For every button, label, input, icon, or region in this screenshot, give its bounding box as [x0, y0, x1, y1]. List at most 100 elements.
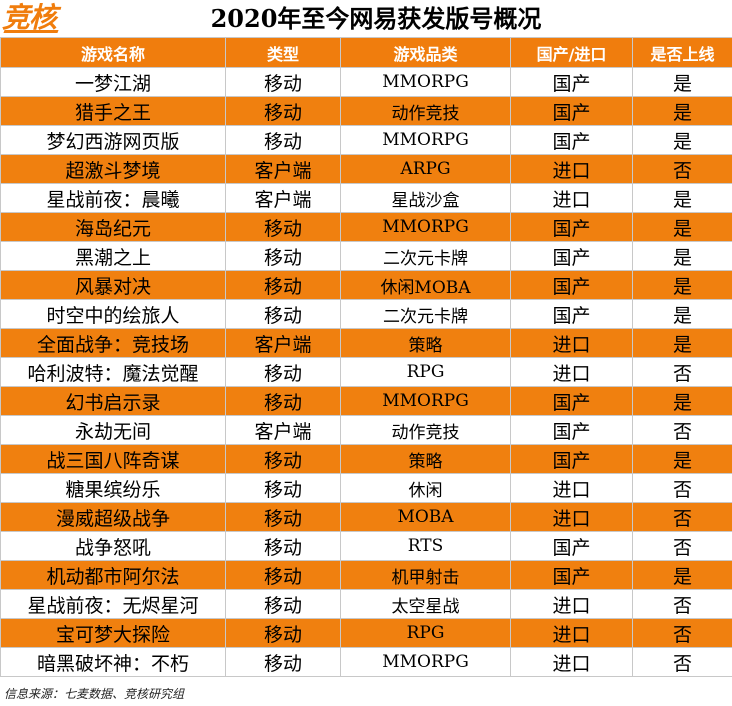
cell-launched: 否 — [632, 589, 732, 619]
cell-category: MOBA — [340, 502, 511, 532]
cell-origin: 国产 — [510, 241, 633, 271]
cell-type: 移动 — [225, 357, 341, 387]
cell-category: 策略 — [340, 328, 511, 358]
cell-type: 移动 — [225, 67, 341, 97]
cell-type: 移动 — [225, 270, 341, 300]
cell-launched: 否 — [632, 357, 732, 387]
cell-origin: 国产 — [510, 531, 633, 561]
cell-type: 移动 — [225, 125, 341, 155]
table-row: 战争怒吼 移动 RTS 国产否 — [0, 531, 732, 561]
table-row: 海岛纪元 移动 MMORPG 国产是 — [0, 212, 732, 242]
table-row: 战三国八阵奇谋 移动 策略 国产是 — [0, 444, 732, 474]
cell-category: 策略 — [340, 444, 511, 474]
cell-origin: 国产 — [510, 212, 633, 242]
cell-type: 移动 — [225, 560, 341, 590]
cell-launched: 是 — [632, 560, 732, 590]
cell-game-name: 宝可梦大探险 — [0, 618, 226, 648]
license-table: 游戏名称 类型 游戏品类 国产/进口 是否上线 一梦江湖 移动 MMORPG 国产是猎手之王移… — [0, 37, 732, 677]
cell-game-name: 糖果缤纷乐 — [0, 473, 226, 503]
cell-category: ARPG — [340, 154, 511, 184]
header-category: 游戏品类 — [340, 37, 511, 68]
cell-category: RTS — [340, 531, 511, 561]
cell-game-name: 全面战争：竞技场 — [0, 328, 226, 358]
cell-launched: 是 — [632, 328, 732, 358]
cell-origin: 进口 — [510, 647, 633, 677]
cell-game-name: 星战前夜：无烬星河 — [0, 589, 226, 619]
header: 竞核 2020年至今网易获发版号概况 — [0, 0, 732, 36]
cell-origin: 进口 — [510, 328, 633, 358]
cell-type: 客户端 — [225, 415, 341, 445]
table-row: 全面战争：竞技场 客户端 策略 进口是 — [0, 328, 732, 358]
cell-launched: 是 — [632, 183, 732, 213]
cell-launched: 是 — [632, 125, 732, 155]
cell-launched: 否 — [632, 502, 732, 532]
table-row: 暗黑破坏神：不朽 移动 MMORPG 进口否 — [0, 647, 732, 677]
cell-type: 移动 — [225, 647, 341, 677]
cell-game-name: 一梦江湖 — [0, 67, 226, 97]
cell-launched: 是 — [632, 96, 732, 126]
table-row: 超激斗梦境 客户端 ARPG 进口否 — [0, 154, 732, 184]
cell-game-name: 幻书启示录 — [0, 386, 226, 416]
table-row: 时空中的绘旅人 移动 二次元卡牌 国产是 — [0, 299, 732, 329]
cell-category: MMORPG — [340, 67, 511, 97]
cell-type: 移动 — [225, 212, 341, 242]
page-title: 2020年至今网易获发版号概况 — [210, 4, 542, 33]
header-type: 类型 — [225, 37, 341, 68]
cell-type: 移动 — [225, 96, 341, 126]
table-row: 一梦江湖 移动 MMORPG 国产是 — [0, 67, 732, 97]
header-game-name: 游戏名称 — [0, 37, 226, 68]
cell-launched: 是 — [632, 444, 732, 474]
header-origin: 国产/进口 — [510, 37, 633, 68]
cell-game-name: 海岛纪元 — [0, 212, 226, 242]
cell-game-name: 梦幻西游网页版 — [0, 125, 226, 155]
cell-type: 移动 — [225, 531, 341, 561]
cell-game-name: 猎手之王 — [0, 96, 226, 126]
cell-origin: 国产 — [510, 270, 633, 300]
cell-launched: 是 — [632, 212, 732, 242]
cell-launched: 否 — [632, 154, 732, 184]
cell-origin: 国产 — [510, 386, 633, 416]
table-row: 机动都市阿尔法 移动 机甲射击 国产是 — [0, 560, 732, 590]
cell-game-name: 超激斗梦境 — [0, 154, 226, 184]
cell-origin: 进口 — [510, 357, 633, 387]
cell-origin: 国产 — [510, 444, 633, 474]
cell-game-name: 漫威超级战争 — [0, 502, 226, 532]
cell-type: 客户端 — [225, 154, 341, 184]
cell-category: 休闲 — [340, 473, 511, 503]
cell-launched: 是 — [632, 299, 732, 329]
cell-origin: 进口 — [510, 502, 633, 532]
table-body: 一梦江湖 移动 MMORPG 国产是猎手之王 移动 动作竞技 国产是梦幻西游网页版 移动 MMO… — [0, 67, 732, 677]
cell-type: 移动 — [225, 386, 341, 416]
cell-category: MMORPG — [340, 386, 511, 416]
cell-origin: 国产 — [510, 299, 633, 329]
table-row: 哈利波特：魔法觉醒 移动 RPG 进口否 — [0, 357, 732, 387]
cell-launched: 否 — [632, 473, 732, 503]
cell-launched: 否 — [632, 415, 732, 445]
cell-game-name: 永劫无间 — [0, 415, 226, 445]
table-row: 永劫无间 客户端 动作竞技 国产否 — [0, 415, 732, 445]
cell-launched: 否 — [632, 647, 732, 677]
table-row: 黑潮之上 移动 二次元卡牌 国产是 — [0, 241, 732, 271]
cell-category: 动作竞技 — [340, 415, 511, 445]
brand-logo: 竞核 — [2, 1, 57, 34]
cell-category: MMORPG — [340, 125, 511, 155]
table-row: 糖果缤纷乐 移动 休闲 进口否 — [0, 473, 732, 503]
table-header-row: 游戏名称 类型 游戏品类 国产/进口 是否上线 — [0, 37, 732, 68]
cell-game-name: 战三国八阵奇谋 — [0, 444, 226, 474]
cell-type: 移动 — [225, 589, 341, 619]
cell-type: 客户端 — [225, 183, 341, 213]
cell-type: 移动 — [225, 299, 341, 329]
cell-game-name: 暗黑破坏神：不朽 — [0, 647, 226, 677]
table-row: 漫威超级战争 移动 MOBA 进口否 — [0, 502, 732, 532]
cell-game-name: 机动都市阿尔法 — [0, 560, 226, 590]
table-row: 星战前夜：无烬星河 移动 太空星战 进口否 — [0, 589, 732, 619]
cell-category: 二次元卡牌 — [340, 299, 511, 329]
cell-category: MMORPG — [340, 212, 511, 242]
cell-launched: 否 — [632, 618, 732, 648]
cell-category: 太空星战 — [340, 589, 511, 619]
cell-launched: 是 — [632, 270, 732, 300]
cell-game-name: 星战前夜：晨曦 — [0, 183, 226, 213]
cell-category: 二次元卡牌 — [340, 241, 511, 271]
cell-category: 休闲MOBA — [340, 270, 511, 300]
cell-launched: 否 — [632, 531, 732, 561]
